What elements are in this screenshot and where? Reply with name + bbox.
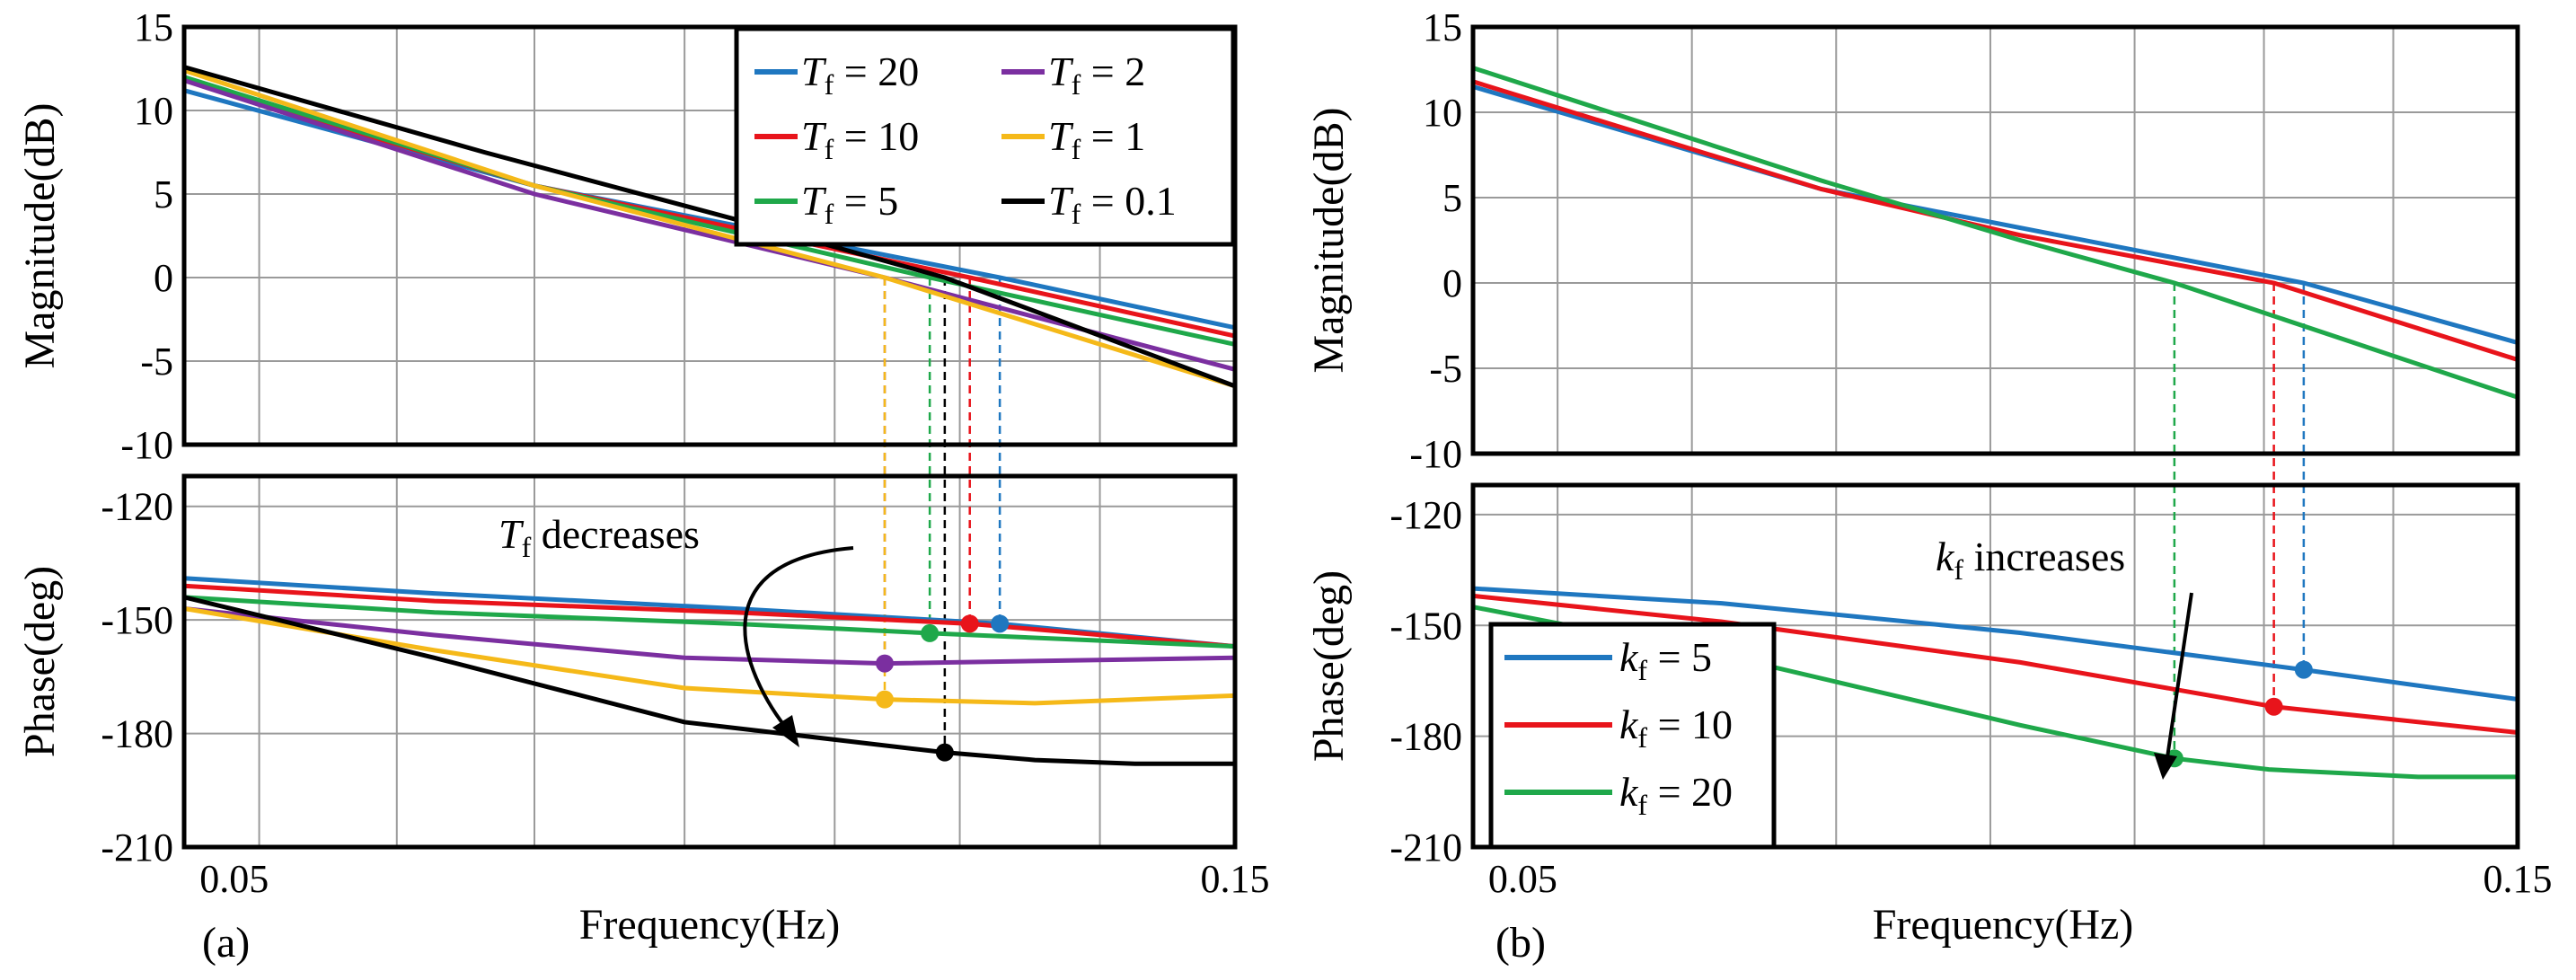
phase-line [183, 583, 1236, 649]
phase-axis-label: Phase(deg) [1305, 570, 1353, 762]
magnitude-line [183, 67, 1236, 389]
panel-label: (a) [202, 919, 250, 967]
legend-label: kf = 20 [1619, 769, 1733, 821]
x-tick-label: 0.15 [2483, 857, 2553, 901]
y-tick-label: -10 [1409, 432, 1462, 476]
phase-line [183, 606, 1236, 667]
phase-margin-point [2264, 697, 2283, 716]
x-tick-label: 0.05 [1488, 857, 1557, 901]
annotation-arrowhead [772, 715, 799, 747]
y-tick-label: 0 [1442, 261, 1462, 305]
magnitude-axes-frame [1470, 24, 2520, 456]
phase-axes-frame [181, 473, 1238, 850]
y-tick-label: 5 [154, 172, 173, 216]
x-axis-label: Frequency(Hz) [1873, 901, 2134, 949]
annotation-text: kf increases [1936, 534, 2125, 586]
y-tick-label: -180 [101, 712, 173, 756]
x-axis-label: Frequency(Hz) [579, 901, 841, 949]
magnitude-line [1472, 79, 2519, 362]
phase-line [183, 595, 1236, 649]
phase-margin-point [991, 614, 1010, 633]
legend-label: Tf = 1 [1048, 113, 1145, 165]
y-tick-label: -120 [101, 485, 173, 529]
legend-label: kf = 10 [1619, 702, 1733, 754]
y-tick-label: 5 [1442, 176, 1462, 220]
panel-label: (b) [1495, 919, 1546, 967]
y-tick-label: -210 [1389, 825, 1462, 870]
legend-label: kf = 5 [1619, 634, 1712, 686]
magnitude-line [1472, 84, 2519, 345]
legend-box [734, 26, 1236, 247]
annotation-text: Tf decreases [498, 511, 700, 563]
legend: kf = 5 kf = 10 kf = 20 [1488, 622, 1777, 850]
x-tick-label: 0.15 [1201, 857, 1270, 901]
annotation-arrow [2165, 592, 2193, 764]
phase-axes-frame [1470, 482, 2520, 850]
annotation-arrow [743, 546, 854, 740]
y-tick-label: -5 [140, 340, 173, 384]
phase-margin-point [876, 690, 894, 709]
y-tick-label: 15 [1423, 5, 1462, 49]
magnitude-line [183, 78, 1236, 372]
y-tick-label: -180 [1389, 715, 1462, 759]
legend: Tf = 20 Tf = 10 Tf = 5 Tf = 2 Tf = 1 Tf = 0.1 [734, 26, 1236, 247]
phase-line [1472, 586, 2519, 702]
legend-label: Tf = 5 [801, 178, 898, 230]
phase-line [1472, 593, 2519, 736]
legend-label: Tf = 10 [801, 113, 919, 165]
legend-label: Tf = 20 [801, 49, 919, 101]
y-tick-label: -10 [120, 423, 173, 467]
phase-margin-point [935, 743, 954, 762]
y-tick-label: 0 [154, 256, 173, 300]
phase-margin-point [876, 654, 894, 673]
panel-a: -10 -5 0 5 10 15 -120 -150 -180 -210 0.05 0.15 Magni… [16, 5, 1270, 967]
legend-label: Tf = 2 [1048, 49, 1145, 101]
magnitude-line [183, 75, 1236, 347]
legend-label: Tf = 0.1 [1048, 178, 1177, 230]
y-tick-label: 15 [134, 5, 173, 49]
y-tick-label: -150 [1389, 604, 1462, 648]
y-tick-label: 10 [134, 89, 173, 133]
y-tick-label: -210 [101, 825, 173, 870]
phase-margin-point [2294, 660, 2313, 679]
panel-b: -10 -5 0 5 10 15 -120 -150 -180 -210 0.05 0.15 Magni… [1305, 5, 2553, 967]
magnitude-line [1472, 66, 2519, 400]
annotation-arrowhead [2154, 753, 2177, 780]
magnitude-axis-label: Magnitude(dB) [16, 103, 64, 369]
phase-margin-point [921, 623, 940, 642]
x-tick-label: 0.05 [199, 857, 269, 901]
magnitude-axis-label: Magnitude(dB) [1305, 108, 1353, 374]
phase-margin-point [960, 614, 979, 633]
legend-box [1488, 622, 1777, 850]
y-tick-label: -5 [1429, 347, 1462, 391]
phase-axis-label: Phase(deg) [16, 566, 64, 757]
y-tick-label: 10 [1423, 91, 1462, 135]
phase-line [183, 606, 1236, 706]
y-tick-label: -120 [1389, 493, 1462, 537]
y-tick-label: -150 [101, 598, 173, 642]
